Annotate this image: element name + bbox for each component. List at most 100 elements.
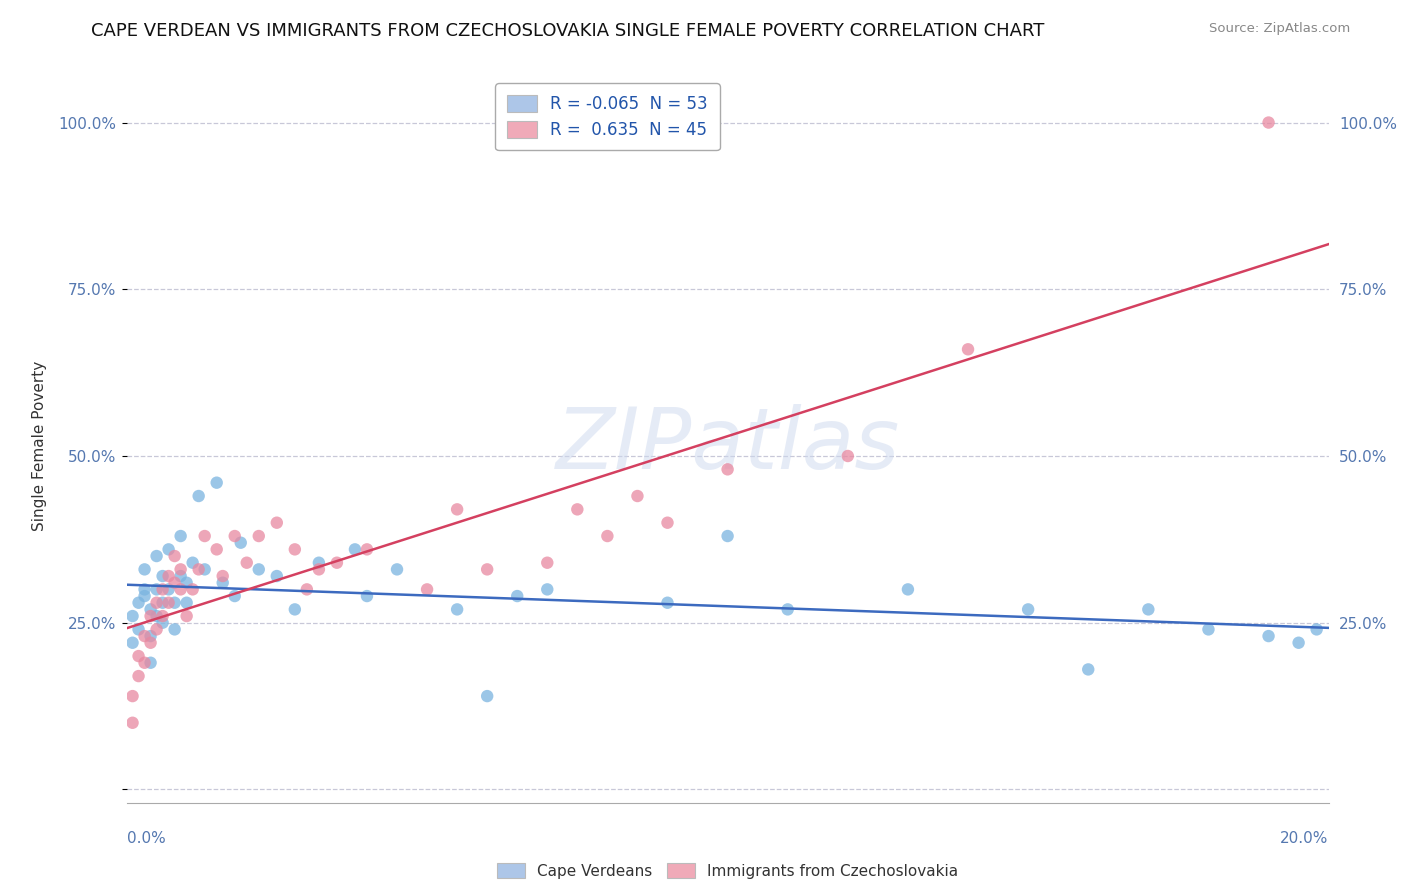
Point (343, 542, 366, 557)
Point (145, 596, 167, 610)
Point (1305, 623, 1327, 637)
Point (169, 582, 191, 597)
Point (446, 502, 468, 516)
Point (163, 575, 186, 590)
Point (326, 556, 349, 570)
Point (211, 575, 233, 590)
Point (139, 602, 162, 616)
Point (169, 529, 191, 543)
Legend: Cape Verdeans, Immigrants from Czechoslovakia: Cape Verdeans, Immigrants from Czechoslo… (488, 854, 967, 888)
Point (169, 569, 191, 583)
Point (152, 582, 174, 597)
Point (128, 623, 150, 637)
Point (308, 562, 330, 576)
Point (284, 602, 307, 616)
Point (139, 629, 162, 643)
Point (475, 562, 498, 576)
Point (134, 629, 156, 643)
Point (169, 562, 191, 576)
Point (163, 596, 186, 610)
Point (284, 542, 307, 557)
Point (266, 516, 288, 530)
Y-axis label: Single Female Poverty: Single Female Poverty (32, 361, 46, 531)
Point (134, 589, 156, 603)
Point (716, 529, 740, 543)
Point (205, 542, 228, 557)
Point (224, 589, 246, 603)
Text: 0.0%: 0.0% (127, 831, 166, 846)
Point (194, 562, 217, 576)
Point (266, 569, 288, 583)
Point (145, 549, 167, 563)
Point (308, 556, 330, 570)
Point (247, 562, 270, 576)
Point (1137, 602, 1160, 616)
Point (596, 529, 619, 543)
Point (176, 609, 198, 624)
Point (145, 609, 167, 624)
Point (145, 623, 167, 637)
Point (157, 596, 180, 610)
Point (134, 656, 156, 670)
Point (145, 582, 167, 597)
Point (716, 462, 740, 476)
Point (176, 596, 198, 610)
Point (1197, 623, 1219, 637)
Point (181, 582, 204, 597)
Point (224, 529, 246, 543)
Point (506, 589, 529, 603)
Point (187, 489, 209, 503)
Point (897, 582, 920, 597)
Point (657, 596, 679, 610)
Point (152, 609, 174, 624)
Point (157, 569, 180, 583)
Point (385, 562, 408, 576)
Point (157, 582, 180, 597)
Point (134, 562, 156, 576)
Point (567, 502, 589, 516)
Point (194, 529, 217, 543)
Point (121, 689, 143, 703)
Point (295, 582, 318, 597)
Point (128, 669, 150, 683)
Point (356, 589, 378, 603)
Point (1257, 115, 1279, 129)
Text: ZIPatlas: ZIPatlas (555, 404, 900, 488)
Point (176, 575, 198, 590)
Point (235, 556, 259, 570)
Point (121, 715, 143, 730)
Point (446, 602, 468, 616)
Point (187, 562, 209, 576)
Point (1257, 629, 1279, 643)
Point (956, 343, 979, 357)
Point (157, 542, 180, 557)
Point (152, 615, 174, 630)
Point (128, 596, 150, 610)
Point (134, 582, 156, 597)
Text: 20.0%: 20.0% (1281, 831, 1329, 846)
Point (139, 656, 162, 670)
Point (163, 549, 186, 563)
Point (163, 623, 186, 637)
Point (211, 569, 233, 583)
Point (139, 609, 162, 624)
Point (121, 636, 143, 650)
Point (475, 689, 498, 703)
Text: CAPE VERDEAN VS IMMIGRANTS FROM CZECHOSLOVAKIA SINGLE FEMALE POVERTY CORRELATION: CAPE VERDEAN VS IMMIGRANTS FROM CZECHOSL… (91, 22, 1045, 40)
Point (536, 582, 558, 597)
Point (1077, 662, 1099, 676)
Point (416, 582, 439, 597)
Point (152, 596, 174, 610)
Text: Source: ZipAtlas.com: Source: ZipAtlas.com (1209, 22, 1350, 36)
Point (152, 569, 174, 583)
Point (837, 449, 859, 463)
Point (139, 636, 162, 650)
Point (626, 489, 648, 503)
Point (356, 542, 378, 557)
Point (657, 516, 679, 530)
Point (247, 529, 270, 543)
Point (128, 649, 150, 664)
Point (1288, 636, 1310, 650)
Point (776, 602, 799, 616)
Point (205, 475, 228, 490)
